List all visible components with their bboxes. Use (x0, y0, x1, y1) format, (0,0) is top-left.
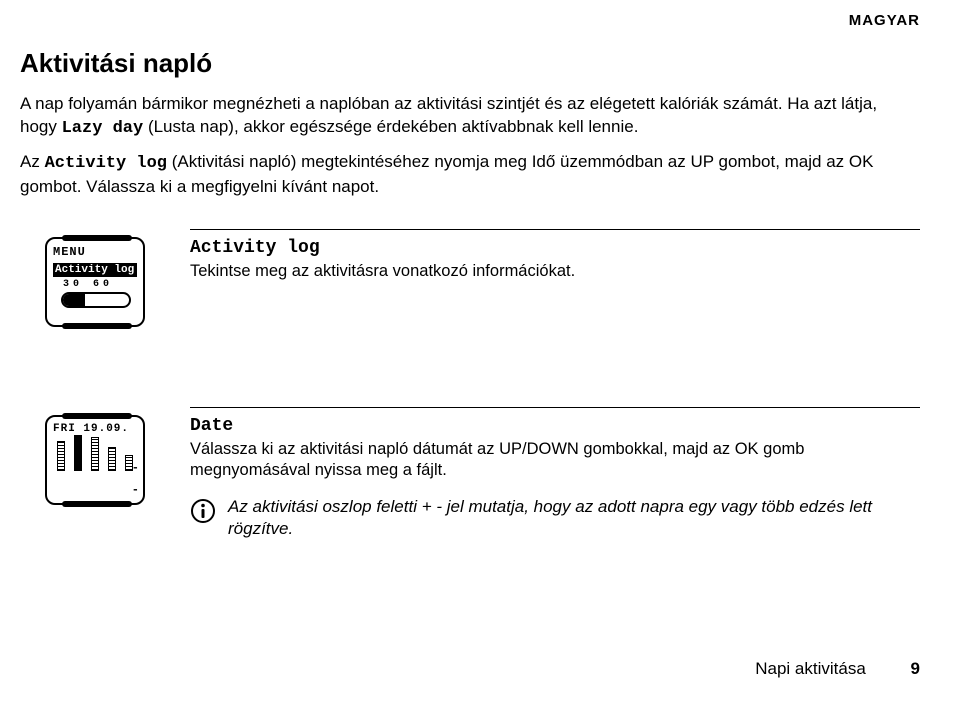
page-footer: Napi aktivitása 9 (755, 659, 920, 679)
watch-bar-chart: - - (47, 437, 143, 477)
intro-paragraph-2: Az Activity log (Aktivitási napló) megte… (20, 151, 900, 199)
intro-text-2a: Az (20, 152, 45, 171)
info-text: Az aktivitási oszlop feletti + - jel mut… (228, 496, 920, 540)
divider (190, 407, 920, 408)
watch-icon: FRI 19.09. - - (45, 415, 145, 505)
footer-page-number: 9 (911, 659, 920, 678)
watch-screen-1: MENU Activity log 30 60 (20, 229, 170, 327)
intro-pixel-1: Lazy day (62, 119, 144, 138)
watch-selected-item: Activity log (53, 263, 137, 277)
section-activity-log: MENU Activity log 30 60 Activity log Tek… (20, 229, 920, 327)
section-title-date: Date (190, 416, 920, 436)
watch-icon: MENU Activity log 30 60 (45, 237, 145, 327)
minus-icon: - (132, 485, 139, 495)
info-note: Az aktivitási oszlop feletti + - jel mut… (190, 496, 920, 540)
page-title: Aktivitási napló (20, 48, 920, 79)
section-text-date: Válassza ki az aktivitási napló dátumát … (190, 439, 920, 482)
section-title-activity-log: Activity log (190, 238, 920, 258)
intro-text-1b: (Lusta nap), akkor egészsége érdekében a… (143, 117, 638, 136)
watch-screen-2: FRI 19.09. - - (20, 407, 170, 505)
footer-section-label: Napi aktivitása (755, 659, 866, 678)
watch-date-label: FRI 19.09. (47, 417, 143, 437)
minus-icon: - (132, 463, 139, 473)
info-icon (190, 498, 216, 524)
watch-scale-nums: 30 60 (63, 279, 137, 290)
watch-progress-bar (61, 292, 131, 308)
language-tag: MAGYAR (849, 12, 920, 29)
section-date: FRI 19.09. - - Date Válassza ki az aktiv… (20, 407, 920, 540)
intro-paragraph-1: A nap folyamán bármikor megnézheti a nap… (20, 93, 900, 141)
watch-menu-label: MENU (53, 245, 137, 259)
divider (190, 229, 920, 230)
intro-pixel-2: Activity log (45, 154, 167, 173)
section-text-activity-log: Tekintse meg az aktivitásra vonatkozó in… (190, 261, 920, 282)
